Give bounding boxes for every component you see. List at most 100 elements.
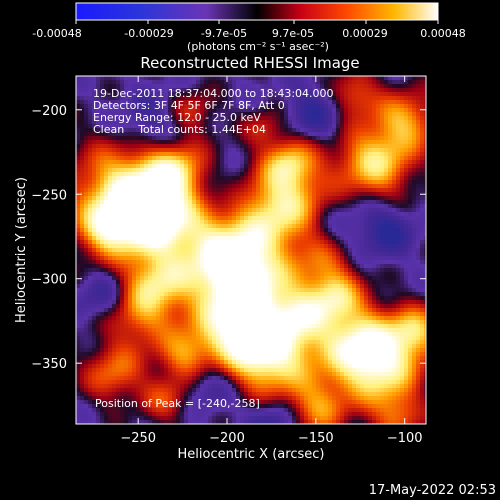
heatmap-cell xyxy=(76,124,81,129)
heatmap-cell xyxy=(296,248,301,253)
heatmap-cell xyxy=(224,96,229,101)
heatmap-cell xyxy=(268,124,273,129)
heatmap-cell xyxy=(152,172,157,177)
heatmap-cell xyxy=(384,100,389,105)
heatmap-cell xyxy=(420,120,425,125)
heatmap-cell xyxy=(336,284,341,289)
heatmap-cell xyxy=(356,76,361,81)
heatmap-cell xyxy=(280,148,285,153)
heatmap-cell xyxy=(228,288,233,293)
heatmap-cell xyxy=(372,148,377,153)
heatmap-cell xyxy=(372,224,377,229)
heatmap-cell xyxy=(364,124,369,129)
heatmap-cell xyxy=(132,148,137,153)
heatmap-cell xyxy=(280,184,285,189)
heatmap-cell xyxy=(352,288,357,293)
heatmap-cell xyxy=(424,196,426,201)
heatmap-cell xyxy=(124,292,129,297)
heatmap-cell xyxy=(200,156,205,161)
heatmap-cell xyxy=(356,192,361,197)
heatmap-cell xyxy=(84,228,89,233)
heatmap-cell xyxy=(308,200,313,205)
heatmap-cell xyxy=(412,212,417,217)
heatmap-cell xyxy=(248,168,253,173)
heatmap-cell xyxy=(296,180,301,185)
heatmap-cell xyxy=(356,272,361,277)
heatmap-cell xyxy=(360,112,365,117)
heatmap-cell xyxy=(276,292,281,297)
heatmap-cell xyxy=(236,76,241,81)
heatmap-cell xyxy=(232,92,237,97)
heatmap-cell xyxy=(424,256,426,261)
heatmap-cell xyxy=(324,288,329,293)
heatmap-cell xyxy=(220,204,225,209)
heatmap-cell xyxy=(76,288,81,293)
heatmap-cell xyxy=(108,228,113,233)
heatmap-cell xyxy=(252,132,257,137)
heatmap-cell xyxy=(200,176,205,181)
heatmap-cell xyxy=(256,292,261,297)
heatmap-cell xyxy=(112,184,117,189)
heatmap-cell xyxy=(244,256,249,261)
heatmap-cell xyxy=(200,80,205,85)
heatmap-cell xyxy=(252,176,257,181)
heatmap-cell xyxy=(256,160,261,165)
heatmap-cell xyxy=(160,136,165,141)
heatmap-cell xyxy=(284,212,289,217)
heatmap-cell xyxy=(80,224,85,229)
heatmap-cell xyxy=(148,216,153,221)
heatmap-cell xyxy=(336,232,341,237)
heatmap-cell xyxy=(280,96,285,101)
heatmap-cell xyxy=(232,192,237,197)
heatmap-cell xyxy=(388,184,393,189)
heatmap-cell xyxy=(76,156,81,161)
heatmap-cell xyxy=(244,184,249,189)
heatmap-cell xyxy=(320,296,325,301)
heatmap-cell xyxy=(300,280,305,285)
heatmap-cell xyxy=(236,112,241,117)
heatmap-cell xyxy=(344,148,349,153)
heatmap-cell xyxy=(152,212,157,217)
heatmap-cell xyxy=(220,144,225,149)
heatmap-cell xyxy=(196,104,201,109)
heatmap-cell xyxy=(208,276,213,281)
heatmap-cell xyxy=(336,116,341,121)
heatmap-cell xyxy=(372,276,377,281)
heatmap-cell xyxy=(152,176,157,181)
heatmap-cell xyxy=(412,248,417,253)
heatmap-cell xyxy=(128,140,133,145)
heatmap-cell xyxy=(80,104,85,109)
heatmap-cell xyxy=(312,272,317,277)
heatmap-cell xyxy=(80,292,85,297)
heatmap-cell xyxy=(144,96,149,101)
heatmap-cell xyxy=(408,148,413,153)
heatmap-cell xyxy=(344,172,349,177)
heatmap-cell xyxy=(404,92,409,97)
heatmap-cell xyxy=(88,236,93,241)
heatmap-cell xyxy=(172,116,177,121)
heatmap-cell xyxy=(188,292,193,297)
heatmap-cell xyxy=(348,88,353,93)
heatmap-cell xyxy=(332,180,337,185)
heatmap-cell xyxy=(168,272,173,277)
heatmap-cell xyxy=(224,264,229,269)
heatmap-cell xyxy=(104,264,109,269)
heatmap-cell xyxy=(96,96,101,101)
heatmap-cell xyxy=(272,292,277,297)
heatmap-cell xyxy=(192,96,197,101)
heatmap-cell xyxy=(316,256,321,261)
heatmap-cell xyxy=(180,96,185,101)
heatmap-cell xyxy=(184,236,189,241)
heatmap-cell xyxy=(120,224,125,229)
heatmap-cell xyxy=(336,260,341,265)
heatmap-cell xyxy=(336,208,341,213)
heatmap-cell xyxy=(136,152,141,157)
heatmap-cell xyxy=(368,288,373,293)
heatmap-cell xyxy=(248,120,253,125)
heatmap-cell xyxy=(132,112,137,117)
heatmap-cell xyxy=(164,124,169,129)
heatmap-cell xyxy=(220,136,225,141)
heatmap-cell xyxy=(128,76,133,81)
heatmap-cell xyxy=(104,248,109,253)
heatmap-cell xyxy=(412,80,417,85)
